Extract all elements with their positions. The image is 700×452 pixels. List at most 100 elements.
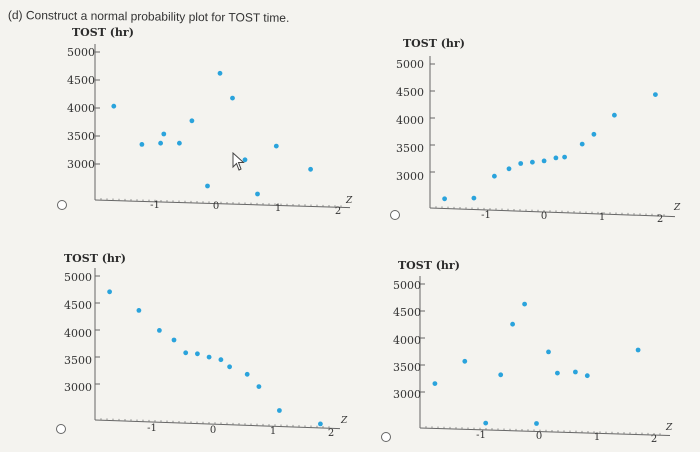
data-point: [510, 321, 515, 327]
data-point: [584, 373, 590, 379]
data-point: [242, 157, 248, 163]
x-tick-label: 1: [274, 203, 282, 214]
data-point: [579, 141, 585, 147]
data-point: [158, 140, 164, 146]
y-tick-label: 4000: [396, 114, 424, 127]
data-point: [506, 166, 512, 172]
data-point: [522, 301, 527, 307]
y-axis-label: TOST (hr): [72, 26, 134, 39]
data-point: [492, 173, 497, 179]
y-tick-label: 3500: [67, 130, 95, 143]
y-axis-label: TOST (hr): [64, 252, 126, 265]
data-point: [432, 381, 438, 386]
data-point: [462, 358, 468, 364]
y-tick-label: 3000: [396, 170, 424, 183]
x-tick-label: -1: [476, 430, 486, 441]
x-tick-label: 2: [656, 214, 664, 225]
x-tick-label: 0: [209, 425, 217, 436]
option-b-radio[interactable]: [390, 210, 400, 220]
option-d-radio[interactable]: [381, 432, 391, 442]
y-tick-label: 4500: [64, 299, 92, 312]
y-axis-label: TOST (hr): [398, 259, 460, 272]
data-point: [217, 70, 223, 76]
y-tick-label: 5000: [64, 271, 92, 284]
x-tick-label: 0: [540, 211, 548, 222]
y-tick-label: 3500: [396, 142, 424, 155]
data-point: [256, 384, 262, 389]
data-point: [206, 354, 212, 360]
x-axis-line: [94, 419, 341, 430]
x-axis-line: [94, 199, 351, 209]
data-point: [205, 183, 210, 189]
data-point: [255, 191, 260, 197]
y-tick-label: 5000: [393, 279, 421, 292]
data-point: [534, 421, 539, 426]
x-tick-label: 1: [598, 212, 606, 223]
option-a-radio[interactable]: [57, 200, 67, 210]
plot-area: [429, 56, 676, 218]
data-point: [635, 347, 641, 353]
data-point: [111, 103, 117, 109]
data-point: [498, 372, 504, 378]
option-c-radio[interactable]: [56, 424, 66, 434]
x-tick-label: 0: [535, 431, 543, 442]
data-point: [553, 155, 559, 161]
data-point: [591, 131, 597, 137]
data-point: [227, 364, 233, 370]
z-axis-label: Z: [346, 196, 353, 206]
plot-area: [94, 44, 351, 209]
data-point: [546, 349, 551, 355]
data-point: [177, 140, 182, 146]
x-tick-label: 2: [327, 428, 335, 439]
data-point: [218, 357, 224, 363]
data-point: [318, 421, 323, 427]
y-tick-label: 4000: [67, 102, 95, 115]
data-point: [244, 371, 250, 377]
data-point: [273, 143, 279, 149]
y-tick-label: 3500: [64, 354, 92, 367]
z-axis-label: Z: [674, 203, 681, 213]
option-a-plot: TOST (hr) 5000 4500 4000 3500 3000 -1 0 …: [0, 0, 360, 230]
data-point: [562, 154, 567, 160]
option-c-plot: TOST (hr) 5000 4500 4000 3500 3000 -1 0 …: [56, 252, 347, 439]
data-point: [518, 161, 524, 166]
data-point: [442, 196, 447, 202]
y-tick-label: 4000: [393, 334, 421, 347]
data-point: [195, 351, 200, 357]
data-point: [107, 289, 112, 295]
y-tick-label: 3000: [64, 381, 92, 394]
x-tick-label: -1: [147, 423, 157, 434]
data-point: [161, 131, 167, 137]
y-tick-label: 3500: [393, 361, 421, 374]
data-point: [555, 370, 560, 376]
data-point: [157, 328, 162, 333]
data-point: [230, 95, 235, 101]
plot-area: [94, 268, 341, 430]
x-tick-label: 1: [269, 426, 277, 437]
data-point: [573, 369, 578, 375]
x-tick-label: 2: [334, 206, 342, 217]
x-tick-label: -1: [150, 200, 160, 211]
y-tick-label: 3000: [67, 158, 95, 171]
data-point: [653, 92, 658, 97]
data-point: [308, 166, 313, 172]
y-tick-label: 5000: [396, 58, 424, 71]
x-tick-label: 0: [212, 201, 220, 212]
data-point: [171, 337, 177, 343]
data-point: [277, 408, 282, 413]
x-tick-label: 2: [650, 434, 658, 445]
data-point: [183, 350, 189, 356]
x-axis-line: [429, 207, 676, 218]
y-tick-label: 4500: [393, 306, 421, 319]
data-point: [483, 420, 489, 426]
y-axis-label: TOST (hr): [403, 37, 465, 50]
y-tick-label: 4500: [67, 74, 95, 87]
data-point: [541, 158, 547, 164]
y-tick-label: 4500: [396, 86, 424, 99]
data-point: [530, 159, 535, 165]
data-point: [189, 118, 195, 124]
data-point: [471, 195, 477, 201]
y-tick-label: 5000: [67, 46, 95, 59]
data-point: [139, 142, 145, 147]
